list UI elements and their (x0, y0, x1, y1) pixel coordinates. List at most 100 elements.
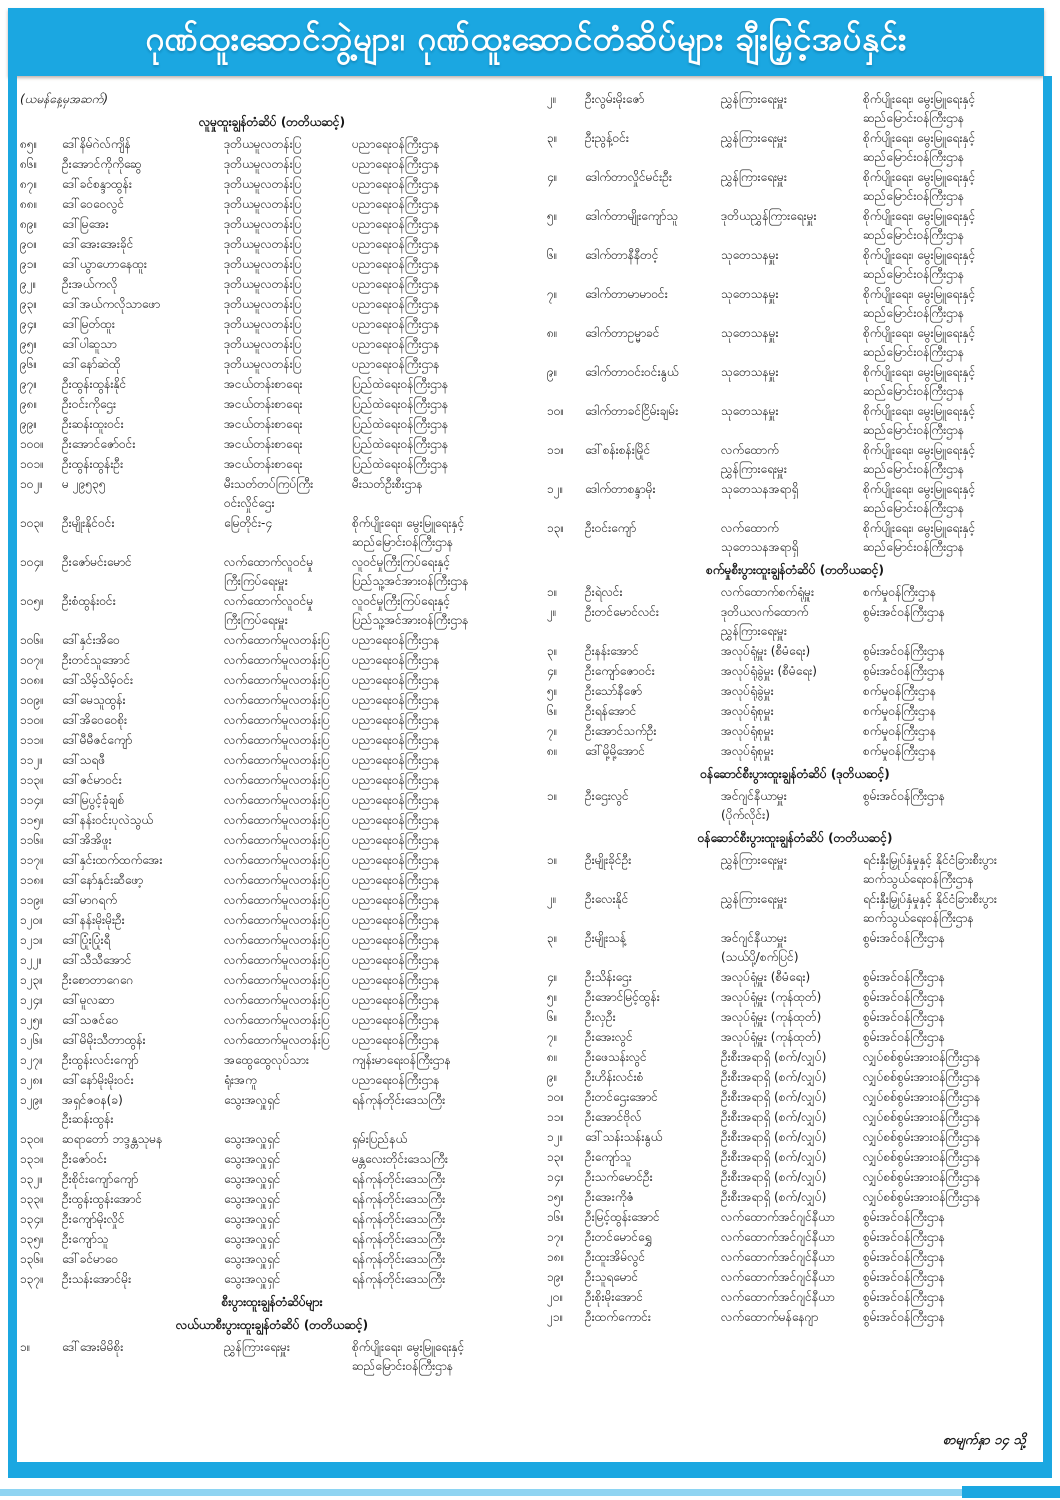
entry-name: ဦးတင်ဌေးအောင် (585, 1090, 658, 1104)
entry-name: ဒေါ်နန်းမိုးမိုးဦး (62, 913, 125, 927)
entry-position: လက်ထောက်အင်ဂျင်နီယာ (721, 1250, 835, 1264)
entry-name: ဦးထွန်းလင်းကျော် (62, 1053, 139, 1067)
entry-number: ၉၅။ (20, 337, 38, 351)
entry-ministry: စွမ်းအင်ဝန်ကြီးဌာန (863, 1250, 945, 1264)
list-row: ၁၀။ ဦးတင်ဌေးအောင် ဦးစီးအရာရှိ (စက်/လျှပ်) လ… (547, 1088, 1043, 1107)
entry-ministry: စွမ်းအင်ဝန်ကြီးဌာန (863, 605, 945, 619)
entry-number: ၁၂၄။ (20, 993, 44, 1007)
entry-position: လက်ထောက်လူဝင်မှု ကြီးကြပ်ရေးမှူး (224, 594, 314, 627)
entry-ministry: မန္တလေးတိုင်းဒေသကြီး (352, 1152, 448, 1166)
section-header: ဝန်ဆောင်စီးပွားထူးချွန်တံဆိပ် (တတိယဆင့်) (697, 831, 893, 845)
list-row: ၉၇။ ဦးထွန်းထွန်းနိုင် အငယ်တန်းစာရေး ပြည်ထဲရ… (20, 375, 524, 394)
entry-name: ဦးထွန်းထွန်းနိုင် (62, 377, 127, 391)
entry-name: ဒေါ်ယွာဟောနေထူး (62, 257, 147, 271)
entry-ministry: မီးသတ်ဦးစီးဌာန (352, 477, 423, 491)
list-row: ၁၀၇။ ဦးတင်သူအောင် လက်ထောက်မူလတန်းပြ ပညာရေးဝ… (20, 651, 524, 670)
entry-ministry: ပညာရေးဝန်ကြီးဌာန (352, 1073, 440, 1087)
entry-name: ဒေါ်သဇင်ဝေ (62, 1013, 119, 1027)
entry-ministry: စိုက်ပျိုးရေး၊ မွေးမြူရေးနှင့် ဆည်မြောင်… (352, 516, 465, 549)
entry-name: ဒေါ်ခင်စန္ဒာထွန်း (62, 177, 132, 191)
entry-ministry: ပညာရေးဝန်ကြီးဌာန (352, 177, 440, 191)
next-section-strip (0, 1489, 966, 1496)
entry-ministry: စွမ်းအင်ဝန်ကြီးဌာန (863, 1270, 945, 1284)
entry-ministry: စိုက်ပျိုးရေး၊ မွေးမြူရေးနှင့် ဆည်မြောင်… (863, 131, 976, 164)
entry-position: အငယ်တန်းစာရေး (224, 437, 303, 451)
entry-name: ဒေါ်နော်နှင်းဆီဖော့ (62, 873, 144, 887)
entry-name: ဦးတင်သူအောင် (62, 653, 131, 667)
entry-number: ၁၁၀။ (20, 713, 44, 727)
entry-number: ၁၆။ (547, 1210, 565, 1224)
entry-name: ဦးဇော်ဝင်း (62, 1152, 107, 1166)
entry-position: မြေတိုင်း-၄ (224, 516, 273, 530)
entry-position: ဒုတိယလက်ထောက် ညွှန်ကြားရေးမှူး (721, 605, 809, 638)
entry-ministry: ပညာရေးဝန်ကြီးဌာန (352, 793, 440, 807)
entry-ministry: လျှပ်စစ်စွမ်းအားဝန်ကြီးဌာန (863, 1070, 981, 1084)
entry-number: ၉၉။ (20, 417, 38, 431)
entry-position: လက်ထောက်မူလတန်းပြ (224, 793, 330, 807)
entry-ministry: ပညာရေးဝန်ကြီးဌာန (352, 1033, 440, 1047)
list-row: ၁၃၅။ ဦးကျော်သူ သွေးအလှူရှင် ရန်ကုန်တိုင်းဒေ… (20, 1230, 524, 1249)
entry-name: ဦးသော်နီဇော် (585, 684, 643, 698)
entry-number: ၇။ (547, 724, 558, 738)
entry-position: ဦးစီးအရာရှိ (စက်/လျှပ်) (721, 1150, 827, 1164)
entry-ministry: ပညာရေးဝန်ကြီးဌာန (352, 813, 440, 827)
entry-name: ဦးကျော်မိုးလှိုင် (62, 1212, 125, 1226)
entry-number: ၉၃။ (20, 297, 38, 311)
list-row: ၁၄။ ဦးသက်မောင်ဦး ဦးစီးအရာရှိ (စက်/လျှပ်) လျ… (547, 1168, 1043, 1187)
list-row: ၁၂၃။ ဦးစောတာဂေဂေ လက်ထောက်မူလတန်းပြ ပညာရေးဝန… (20, 971, 524, 990)
entry-number: ၁၂၀။ (20, 913, 44, 927)
list-row: ၁၂။ ဒေါ်သန်းသန်းနွယ် ဦးစီးအရာရှိ (စက်/လျှပ… (547, 1128, 1043, 1147)
entry-position: ဦးစီးအရာရှိ (စက်/လျှပ်) (721, 1110, 827, 1124)
right-border-rule (1043, 76, 1052, 1478)
list-row: ၁၂၀။ ဒေါ်နန်းမိုးမိုးဦး လက်ထောက်မူလတန်းပြ ပ… (20, 911, 524, 930)
entry-name: ဆရာတော် ဘဒ္ဒန္တသုမန (62, 1132, 163, 1146)
entry-number: ၁။ (20, 1340, 31, 1354)
list-row: ၅။ ဦးအောင်မြင့်ထွန်း အလုပ်ရုံမှူး (ကုန်ထုတ… (547, 988, 1043, 1007)
entry-position: ဦးစီးအရာရှိ (စက်/လျှပ်) (721, 1090, 827, 1104)
entry-ministry: လျှပ်စစ်စွမ်းအားဝန်ကြီးဌာန (863, 1150, 981, 1164)
entry-name: ဒေါ်နော်ဆဲထို (62, 357, 121, 371)
entry-number: ၄။ (547, 970, 558, 984)
list-row: ၁၁၂။ ဒေါ်သရဖီ လက်ထောက်မူလတန်းပြ ပညာရေးဝန်ကြ… (20, 751, 524, 770)
entry-name: ဒေါ်သန်းသန်းနွယ် (585, 1130, 663, 1144)
entry-name: ဦးမြင့်ထွန်းအောင် (585, 1210, 660, 1224)
list-row: ၁၅။ ဦးအေးကိုဇံ ဦးစီးအရာရှိ (စက်/လျှပ်) လျှပ… (547, 1188, 1043, 1207)
entry-position: သုတေသနမှူး (721, 248, 779, 262)
entry-position: ညွှန်ကြားရေးမှူး (721, 170, 787, 184)
list-row: ၁၃၁။ ဦးဇော်ဝင်း သွေးအလှူရှင် မန္တလေးတိုင်းဒ… (20, 1150, 524, 1169)
list-row: ၁၀၉။ ဒေါ်မေသူထွန်း လက်ထောက်မူလတန်းပြ ပညာရေး… (20, 691, 524, 710)
entry-ministry: ပညာရေးဝန်ကြီးဌာန (352, 157, 440, 171)
entry-name: ဦးအောင်သက်ဦး (585, 724, 657, 738)
entry-position: ညွှန်ကြားရေးမှူး (721, 92, 787, 106)
entry-ministry: လျှပ်စစ်စွမ်းအားဝန်ကြီးဌာန (863, 1110, 981, 1124)
entry-number: ၁၁၉။ (20, 893, 44, 907)
entry-ministry: စိုက်ပျိုးရေး၊ မွေးမြူရေးနှင့် ဆည်မြောင်… (863, 404, 976, 437)
entry-number: ၁၀၆။ (20, 633, 44, 647)
entry-name: ဒေါ်နော်မိုးမိုးဝင်း (62, 1073, 134, 1087)
next-section-corner (962, 1486, 1060, 1498)
entry-name: ဦးတင်မောင်လင်း (585, 605, 659, 619)
entry-number: ၁၂၈။ (20, 1073, 44, 1087)
entry-position: သွေးအလှူရှင် (224, 1252, 281, 1266)
entry-ministry: စက်မှုဝန်ကြီးဌာန (863, 704, 936, 718)
entry-ministry: ပညာရေးဝန်ကြီးဌာန (352, 197, 440, 211)
entry-number: ၉၇။ (20, 377, 38, 391)
entry-number: ၁၉။ (547, 1270, 565, 1284)
entry-ministry: ပညာရေးဝန်ကြီးဌာန (352, 357, 440, 371)
entry-name: ဒေါ်အယ်ကလိုသာဖော (62, 297, 161, 311)
entry-number: ၈၇။ (20, 177, 38, 191)
entry-position: လက်ထောက်မူလတန်းပြ (224, 973, 330, 987)
list-row: ၁၁၅။ ဒေါ်နန်းဝင်းပုလဲသွယ် လက်ထောက်မူလတန်းပ… (20, 811, 524, 830)
list-row: ၉၉။ ဦးဆန်းထူးဝင်း အငယ်တန်းစာရေး ပြည်ထဲရေးဝန… (20, 415, 524, 434)
entry-ministry: စွမ်းအင်ဝန်ကြီးဌာန (863, 970, 945, 984)
list-row: ၆။ ဦးလှဦး အလုပ်ရုံမှူး (ကုန်ထုတ်) စွမ်းအင်ဝ… (547, 1008, 1043, 1027)
entry-ministry: စွမ်းအင်ဝန်ကြီးဌာန (863, 644, 945, 658)
entry-number: ၂။ (547, 92, 557, 106)
entry-position: ဦးစီးအရာရှိ (စက်/လျှပ်) (721, 1170, 827, 1184)
entry-name: ဦးဇော်မင်းမောင် (62, 555, 132, 569)
entry-ministry: ရန်ကုန်တိုင်းဒေသကြီး (352, 1252, 446, 1266)
list-row: ၈။ ဒေါ်မို့မို့အောင် အလုပ်ရုံစုမှူး စက်မှုဝ… (547, 742, 1043, 761)
list-row: ၁။ ဒေါ်အေးမိမိစိုး ညွှန်ကြားရေးမှူး စိုက်ပျ… (20, 1338, 524, 1376)
entry-name: ဒေါက်တာဥမ္မာခင် (585, 326, 660, 340)
list-row: ၇။ ဒေါက်တာမာမာဝင်း သုတေသနမှူး စိုက်ပျိုးရေး… (547, 285, 1043, 323)
